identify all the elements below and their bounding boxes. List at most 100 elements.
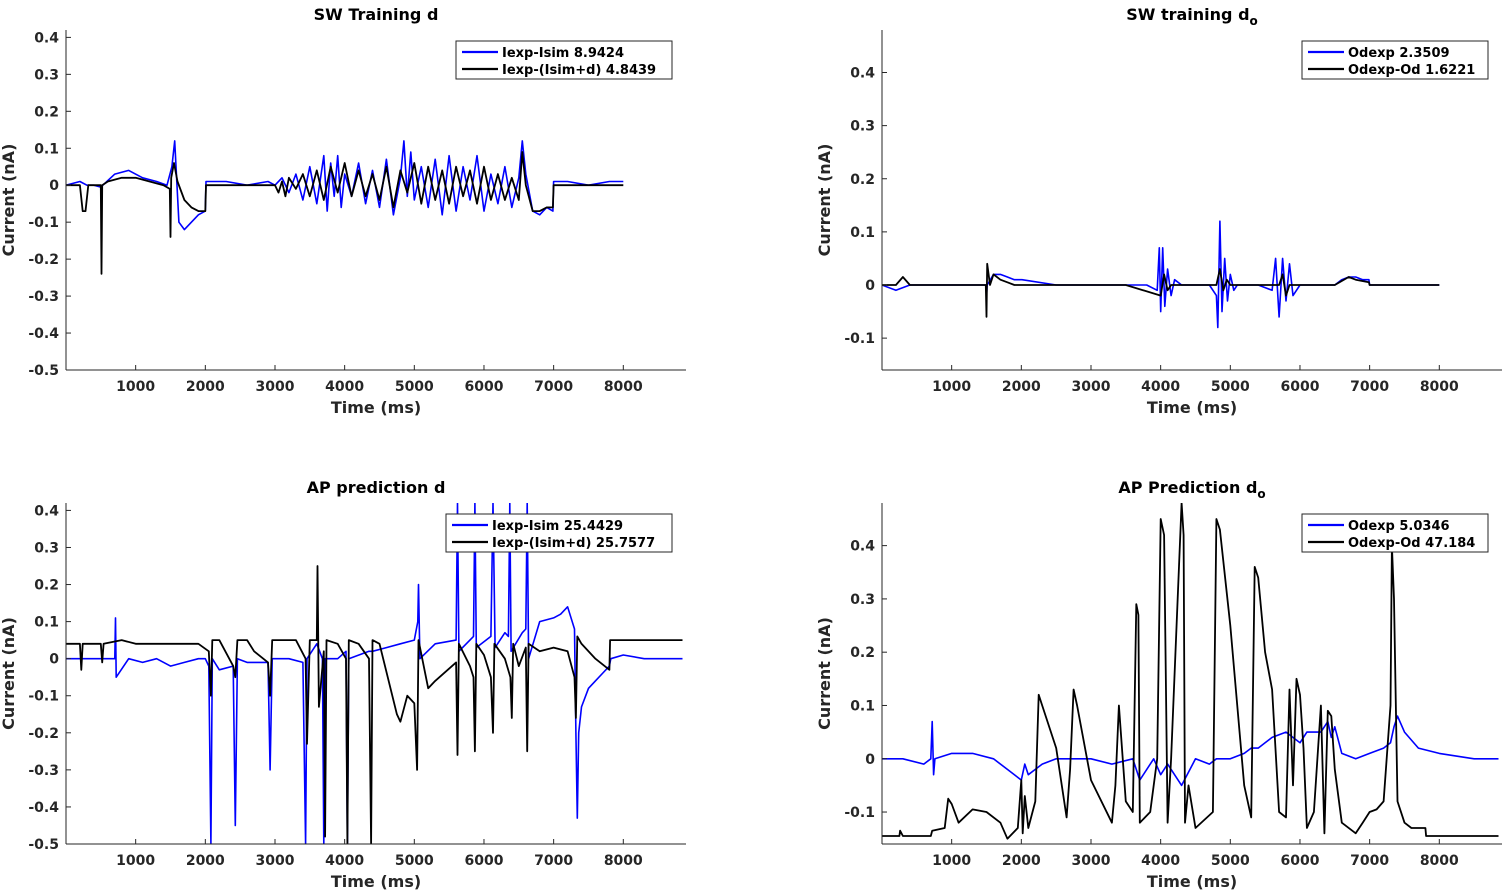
y-tick-label: 0.2: [850, 172, 875, 188]
x-tick-label: 6000: [464, 379, 503, 395]
legend: Odexp 2.3509 Odexp-Od 1.6221: [1301, 40, 1489, 80]
legend-entry: Odexp-Od 1.6221: [1348, 63, 1475, 78]
x-tick-label: 5000: [395, 853, 434, 869]
legend: Iexp-Isim 25.4429 Iexp-(Isim+d) 25.7577: [445, 513, 673, 553]
x-tick-label: 2000: [186, 379, 225, 395]
chart-title: AP prediction d: [307, 478, 446, 497]
chart-panel-1: 1000 2000 3000 4000 5000 6000 7000 8000 -0.5 -0.4…: [0, 5, 686, 417]
y-tick-label: 0.2: [34, 578, 59, 594]
y-tick-label: -0.4: [28, 800, 59, 816]
legend-box: [1301, 513, 1489, 553]
legend-box: [455, 40, 673, 80]
y-tick-label: -0.1: [844, 331, 875, 347]
legend-entry: Iexp-(Isim+d) 4.8439: [502, 63, 656, 78]
y-tick-label: -0.4: [28, 326, 59, 342]
y-tick-label: 0.1: [850, 225, 875, 241]
y-tick-label: 0.3: [850, 592, 875, 608]
legend-box: [445, 513, 673, 553]
legend-entry: Odexp-Od 47.184: [1348, 536, 1475, 551]
y-tick-label: 0.4: [34, 503, 59, 519]
y-tick-label: 0.4: [850, 539, 875, 555]
legend: Iexp-Isim 8.9424 Iexp-(Isim+d) 4.8439: [455, 40, 673, 80]
y-tick-label: 0: [865, 752, 875, 768]
legend-box: [1301, 40, 1489, 80]
y-tick-label: 0.1: [34, 141, 59, 157]
series-line-2: [66, 151, 624, 275]
legend-entry: Iexp-Isim 25.4429: [492, 519, 623, 534]
y-axis-label: Current (nA): [815, 144, 834, 257]
x-tick-label: 4000: [1141, 853, 1180, 869]
x-tick-label: 1000: [116, 853, 155, 869]
x-tick-label: 1000: [932, 853, 971, 869]
x-tick-label: 3000: [256, 379, 295, 395]
x-tick-label: 3000: [256, 853, 295, 869]
x-axis-label: Time (ms): [1147, 872, 1237, 891]
chart-panel-4: 1000 2000 3000 4000 5000 6000 7000 8000 -0.1 0 0.1…: [815, 478, 1502, 891]
series-line-1: [882, 220, 1440, 329]
series-line-1: [66, 140, 624, 231]
x-axis-label: Time (ms): [331, 398, 421, 417]
series-line-2: [66, 565, 683, 844]
y-tick-label: 0: [865, 278, 875, 294]
y-tick-label: -0.2: [28, 252, 59, 268]
chart-title: SW Training d: [314, 5, 439, 24]
legend-entry: Odexp 2.3509: [1348, 46, 1450, 61]
x-tick-label: 8000: [604, 379, 643, 395]
chart-title: AP Prediction do: [1118, 478, 1265, 501]
legend: Odexp 5.0346 Odexp-Od 47.184: [1301, 513, 1489, 553]
x-tick-label: 5000: [1211, 379, 1250, 395]
y-tick-label: 0.3: [34, 540, 59, 556]
y-tick-label: 0.3: [850, 119, 875, 135]
y-axis-label: Current (nA): [815, 617, 834, 730]
y-tick-label: -0.2: [28, 726, 59, 742]
legend-entry: Iexp-Isim 8.9424: [502, 46, 624, 61]
x-tick-label: 4000: [1141, 379, 1180, 395]
series-line-1: [66, 503, 683, 844]
x-tick-label: 2000: [1002, 379, 1041, 395]
y-tick-label: 0.2: [34, 104, 59, 120]
y-axis-label: Current (nA): [0, 617, 18, 730]
y-tick-label: -0.1: [844, 805, 875, 821]
y-tick-label: -0.3: [28, 763, 59, 779]
x-tick-label: 8000: [604, 853, 643, 869]
y-tick-label: 0: [49, 652, 59, 668]
y-axis-label: Current (nA): [0, 144, 18, 257]
y-tick-label: 0.4: [34, 30, 59, 46]
x-tick-label: 8000: [1420, 853, 1459, 869]
x-tick-label: 7000: [1350, 853, 1389, 869]
y-tick-label: 0.1: [34, 615, 59, 631]
x-tick-label: 1000: [932, 379, 971, 395]
y-tick-label: 0.3: [34, 67, 59, 83]
y-tick-label: -0.1: [28, 215, 59, 231]
chart-panel-2: 1000 2000 3000 4000 5000 6000 7000 8000 -0.1 0 0.1…: [815, 5, 1502, 417]
y-tick-label: -0.3: [28, 289, 59, 305]
x-tick-label: 2000: [186, 853, 225, 869]
x-tick-label: 6000: [1280, 379, 1319, 395]
y-tick-label: 0: [49, 178, 59, 194]
series-line-2: [882, 262, 1440, 318]
y-tick-label: 0.4: [850, 66, 875, 82]
x-tick-label: 7000: [534, 379, 573, 395]
x-tick-label: 8000: [1420, 379, 1459, 395]
x-axis-label: Time (ms): [1147, 398, 1237, 417]
y-tick-label: 0.1: [850, 698, 875, 714]
chart-panel-3: 1000 2000 3000 4000 5000 6000 7000 8000 -0.5 -0.4…: [0, 478, 686, 891]
chart-title: SW training do: [1126, 5, 1258, 28]
x-axis-label: Time (ms): [331, 872, 421, 891]
x-tick-label: 7000: [534, 853, 573, 869]
x-tick-label: 2000: [1002, 853, 1041, 869]
x-tick-label: 1000: [116, 379, 155, 395]
y-tick-label: -0.1: [28, 689, 59, 705]
legend-entry: Iexp-(Isim+d) 25.7577: [492, 536, 655, 551]
y-tick-label: -0.5: [28, 837, 59, 853]
y-tick-label: -0.5: [28, 363, 59, 379]
x-tick-label: 4000: [325, 853, 364, 869]
x-tick-label: 6000: [1280, 853, 1319, 869]
x-tick-label: 6000: [464, 853, 503, 869]
series-line-1: [882, 715, 1499, 787]
y-tick-label: 0.2: [850, 645, 875, 661]
x-tick-label: 7000: [1350, 379, 1389, 395]
x-tick-label: 5000: [395, 379, 434, 395]
legend-entry: Odexp 5.0346: [1348, 519, 1450, 534]
